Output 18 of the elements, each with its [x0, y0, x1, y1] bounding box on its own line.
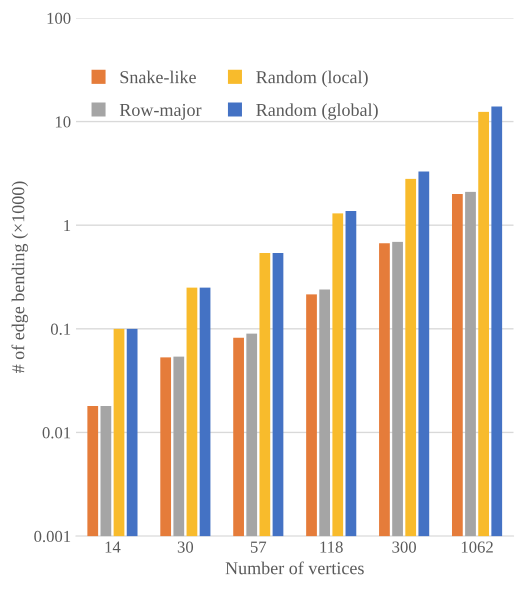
x-axis-title: Number of vertices	[226, 561, 364, 574]
legend-label: Row-major	[120, 104, 202, 120]
y-tick-label: 10	[56, 116, 70, 128]
y-tick-label: 100	[48, 12, 70, 24]
x-tick-label: 300	[392, 541, 416, 553]
legend-label: Random (local)	[256, 70, 368, 87]
y-tick-label: 0.001	[34, 530, 70, 542]
y-axis-title: # of edge bending (×1000)	[11, 181, 28, 374]
x-tick-label: 118	[320, 541, 343, 553]
y-tick-label: 0.1	[50, 324, 70, 335]
legend-label: Random (global)	[256, 103, 378, 120]
legend-label: Snake-like	[120, 70, 196, 84]
x-tick-label: 1062	[462, 541, 493, 553]
y-tick-label: 1	[64, 220, 70, 232]
x-tick-label: 30	[178, 541, 194, 553]
x-tick-label: 14	[106, 542, 121, 553]
y-tick-label: 0.01	[42, 427, 70, 438]
x-tick-label: 57	[250, 542, 266, 553]
